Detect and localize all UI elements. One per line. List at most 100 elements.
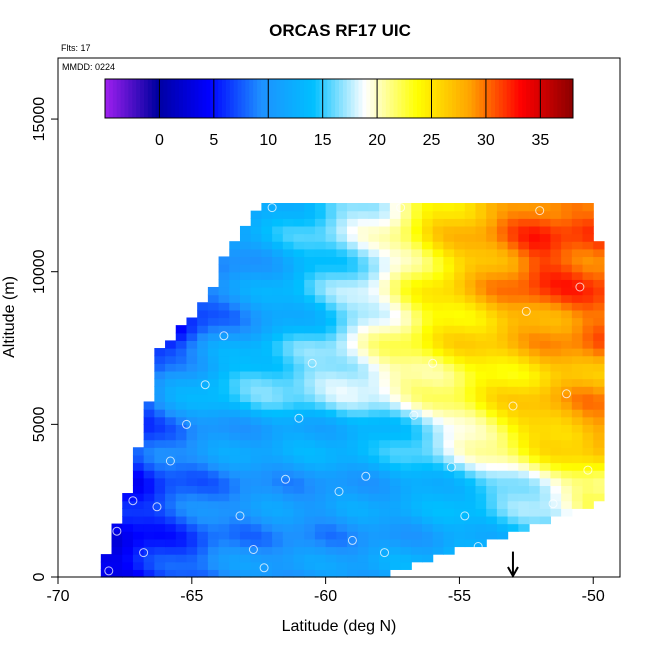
heatmap-cell	[165, 393, 177, 403]
heatmap-cell	[443, 248, 455, 258]
heatmap-cell	[261, 485, 273, 494]
heatmap-cell	[239, 401, 252, 410]
heatmap-cell	[496, 416, 509, 425]
heatmap-cell	[379, 447, 391, 456]
heatmap-cell	[486, 515, 498, 525]
heatmap-cell	[454, 493, 466, 502]
heatmap-cell	[207, 531, 220, 540]
flight-track-point	[583, 465, 593, 475]
heatmap-cell	[282, 470, 295, 479]
heatmap-cell	[272, 569, 284, 578]
heatmap-cell	[272, 271, 284, 280]
heatmap-cell	[304, 325, 316, 334]
heatmap-cell	[454, 348, 466, 357]
heatmap-cell	[561, 248, 573, 258]
heatmap-cell	[454, 378, 466, 387]
heatmap-cell	[529, 447, 541, 456]
heatmap-cell	[197, 439, 209, 448]
heatmap-cell	[325, 386, 337, 395]
heatmap-cell	[304, 508, 316, 517]
heatmap-cell	[154, 370, 166, 380]
heatmap-cell	[186, 416, 198, 425]
heatmap-cell	[143, 515, 155, 525]
heatmap-cell	[357, 332, 370, 341]
heatmap-cell	[229, 332, 241, 341]
heatmap-cell	[507, 401, 519, 410]
heatmap-cell	[111, 569, 123, 578]
heatmap-cell	[207, 523, 220, 532]
colorbar-segment	[225, 79, 231, 118]
heatmap-cell	[475, 309, 487, 319]
heatmap-cell	[368, 241, 380, 250]
colorbar-segment	[393, 79, 398, 118]
heatmap-cell	[261, 340, 273, 349]
heatmap-cell	[529, 386, 541, 395]
colorbar-segment	[237, 79, 242, 118]
heatmap-cell	[132, 561, 145, 570]
heatmap-cell	[250, 271, 262, 280]
heatmap-cell	[486, 477, 498, 487]
heatmap-cell	[357, 363, 370, 372]
heatmap-cell	[518, 355, 530, 364]
heatmap-cell	[304, 485, 316, 494]
heatmap-cell	[229, 447, 241, 456]
colorbar-segment	[397, 79, 402, 118]
heatmap-cell	[239, 515, 252, 525]
heatmap-cell	[293, 485, 305, 494]
heatmap-cell	[347, 309, 359, 319]
heatmap-cell	[218, 424, 230, 433]
heatmap-cell	[325, 378, 337, 387]
heatmap-cell	[593, 302, 605, 311]
heatmap-cell	[154, 569, 166, 578]
heatmap-cell	[272, 493, 284, 502]
flight-track-point	[152, 502, 162, 512]
heatmap-cell	[175, 470, 188, 479]
heatmap-cell	[207, 409, 220, 418]
heatmap-cell	[411, 317, 423, 326]
heatmap-cell	[282, 538, 295, 548]
heatmap-cell	[454, 218, 466, 227]
heatmap-cell	[539, 393, 552, 403]
heatmap-cell	[186, 431, 198, 441]
heatmap-cell	[593, 271, 605, 280]
heatmap-cell	[411, 370, 423, 380]
heatmap-cell	[314, 256, 327, 265]
heatmap-cell	[421, 531, 434, 540]
heatmap-cell	[529, 401, 541, 410]
heatmap-cell	[186, 454, 198, 464]
heatmap-cell	[561, 416, 573, 425]
heatmap-cell	[379, 248, 391, 258]
heatmap-cell	[464, 386, 477, 395]
heatmap-cell	[400, 294, 412, 303]
heatmap-cell	[304, 302, 316, 311]
heatmap-cell	[325, 508, 337, 517]
heatmap-cell	[539, 401, 552, 410]
heatmap-cell	[314, 271, 327, 280]
heatmap-cell	[261, 401, 273, 410]
heatmap-cell	[411, 424, 423, 433]
heatmap-cell	[475, 424, 487, 433]
heatmap-cell	[539, 264, 552, 273]
heatmap-cell	[304, 401, 316, 410]
heatmap-cell	[282, 325, 295, 334]
heatmap-cell	[529, 493, 541, 502]
heatmap-cell	[304, 332, 316, 341]
heatmap-cell	[518, 294, 530, 303]
heatmap-cell	[165, 508, 177, 517]
heatmap-cell	[432, 325, 444, 334]
heatmap-cell	[154, 561, 166, 570]
colorbar-segment	[561, 79, 566, 118]
heatmap-cell	[400, 355, 412, 364]
heatmap-cell	[336, 569, 348, 578]
heatmap-cell	[518, 363, 530, 372]
heatmap-cell	[518, 431, 530, 441]
heatmap-cell	[550, 386, 562, 395]
heatmap-cell	[582, 355, 594, 364]
heatmap-cell	[571, 325, 584, 334]
heatmap-cell	[475, 286, 487, 296]
heatmap-cell	[282, 309, 295, 319]
heatmap-cell	[325, 439, 337, 448]
heatmap-cell	[518, 409, 530, 418]
heatmap-cell	[347, 363, 359, 372]
heatmap-cell	[218, 447, 230, 456]
